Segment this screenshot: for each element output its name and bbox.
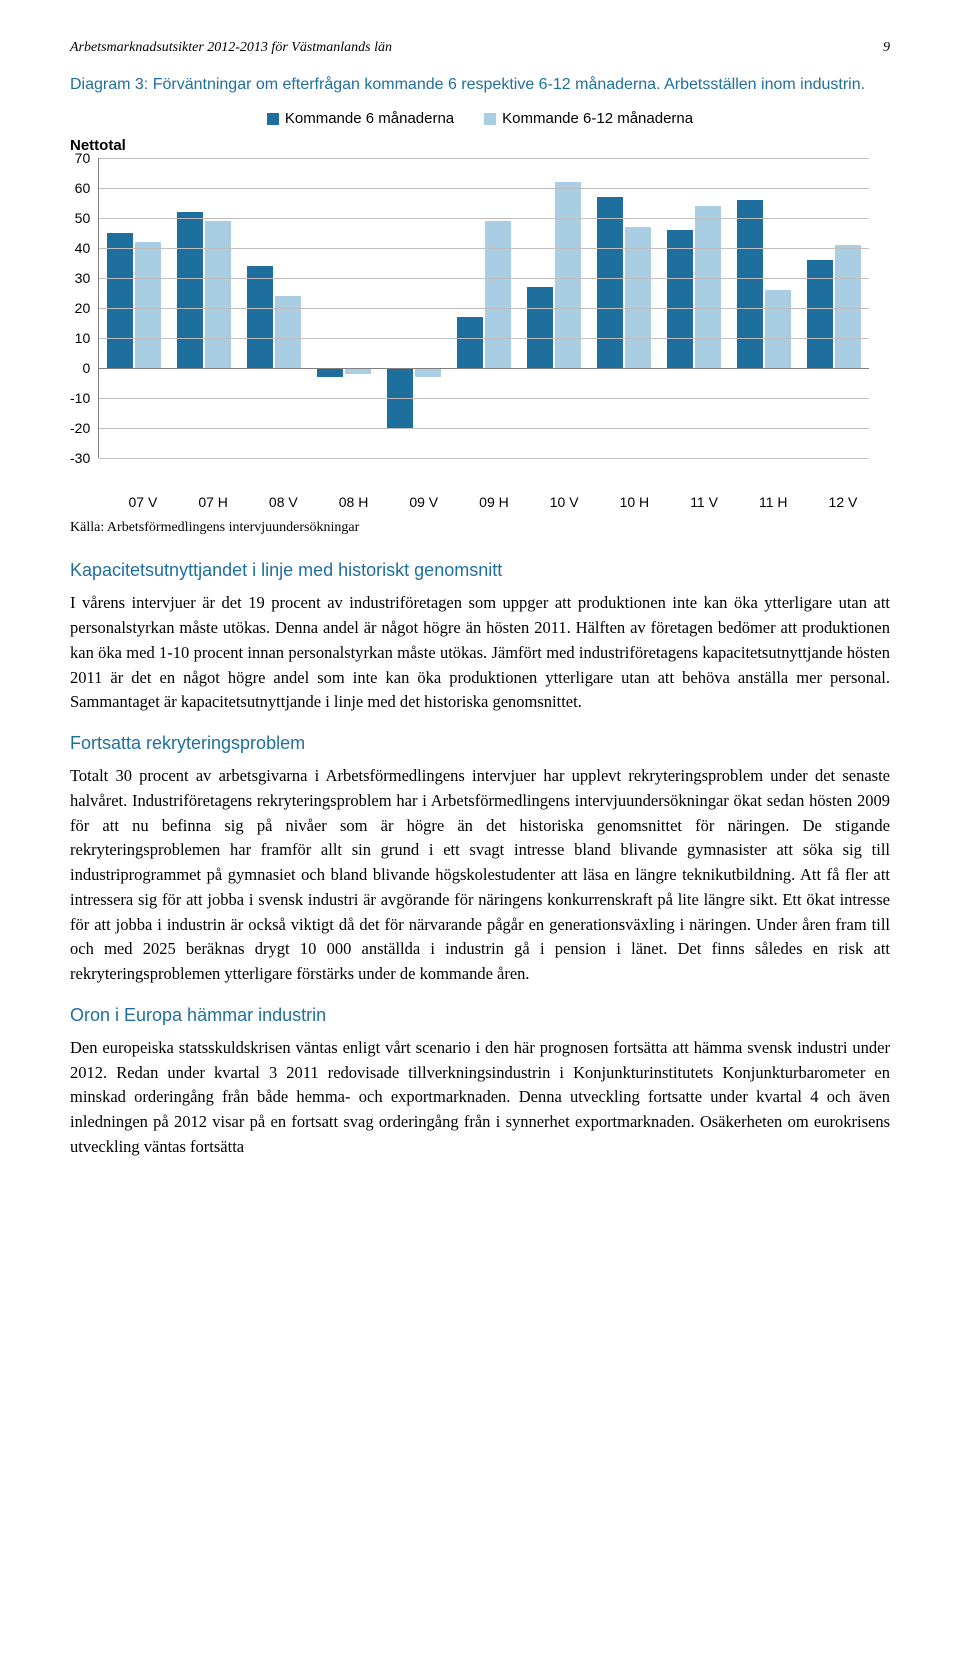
bar	[247, 266, 273, 368]
bar	[317, 368, 343, 377]
bar	[695, 206, 721, 368]
bar	[107, 233, 133, 368]
bar	[667, 230, 693, 368]
x-tick-label: 09 H	[479, 494, 509, 510]
doc-title: Arbetsmarknadsutsikter 2012-2013 för Väs…	[70, 40, 392, 56]
x-tick-label: 10 H	[620, 494, 650, 510]
x-tick-label: 11 V	[690, 494, 718, 510]
y-tick-label: -10	[70, 391, 90, 421]
section-heading-3: Oron i Europa hämmar industrin	[70, 1005, 890, 1026]
chart-plot	[98, 158, 869, 458]
x-tick-label: 11 H	[759, 494, 788, 510]
bar	[527, 287, 553, 368]
y-tick-label: 50	[70, 211, 90, 241]
bar	[205, 221, 231, 368]
chart-source: Källa: Arbetsförmedlingens intervjuunder…	[70, 520, 890, 536]
bar	[835, 245, 861, 368]
x-tick-label: 12 V	[829, 494, 858, 510]
section-heading-1: Kapacitetsutnyttjandet i linje med histo…	[70, 560, 890, 581]
x-tick-label: 10 V	[550, 494, 579, 510]
bar	[177, 212, 203, 368]
chart: Kommande 6 månaderna Kommande 6-12 månad…	[70, 110, 890, 510]
y-tick-label: 0	[70, 361, 90, 391]
y-tick-label: 70	[70, 151, 90, 181]
bar	[807, 260, 833, 368]
section-body-2: Totalt 30 procent av arbetsgivarna i Arb…	[70, 764, 890, 987]
x-tick-label: 08 V	[269, 494, 298, 510]
chart-legend: Kommande 6 månaderna Kommande 6-12 månad…	[70, 110, 890, 127]
y-tick-label: 40	[70, 241, 90, 271]
bar	[597, 197, 623, 368]
legend-label-b: Kommande 6-12 månaderna	[502, 110, 693, 127]
y-axis-labels: 706050403020100-10-20-30	[70, 158, 98, 488]
section-body-1: I vårens intervjuer är det 19 procent av…	[70, 591, 890, 715]
y-tick-label: 20	[70, 301, 90, 331]
x-tick-label: 07 V	[129, 494, 158, 510]
section-body-3: Den europeiska statsskuldskrisen väntas …	[70, 1036, 890, 1160]
y-tick-label: -30	[70, 451, 90, 481]
bar	[555, 182, 581, 368]
page-number: 9	[883, 40, 890, 56]
bar	[737, 200, 763, 368]
diagram-title: Diagram 3: Förväntningar om efterfrågan …	[70, 74, 890, 96]
y-axis-title: Nettotal	[70, 137, 890, 154]
x-tick-label: 09 V	[409, 494, 438, 510]
section-heading-2: Fortsatta rekryteringsproblem	[70, 733, 890, 754]
bar	[415, 368, 441, 377]
y-tick-label: 10	[70, 331, 90, 361]
page-header: Arbetsmarknadsutsikter 2012-2013 för Väs…	[70, 40, 890, 56]
legend-swatch-a-icon	[267, 113, 279, 125]
legend-swatch-b-icon	[484, 113, 496, 125]
y-tick-label: 60	[70, 181, 90, 211]
x-tick-label: 07 H	[198, 494, 228, 510]
bar	[485, 221, 511, 368]
y-tick-label: 30	[70, 271, 90, 301]
x-tick-label: 08 H	[339, 494, 369, 510]
bar	[765, 290, 791, 368]
legend-item-a: Kommande 6 månaderna	[267, 110, 454, 127]
legend-item-b: Kommande 6-12 månaderna	[484, 110, 693, 127]
legend-label-a: Kommande 6 månaderna	[285, 110, 454, 127]
bar	[135, 242, 161, 368]
bar	[457, 317, 483, 368]
x-axis-labels: 07 V 07 H 08 V 08 H 09 V 09 H 10 V 10 H 11 V 11 H…	[108, 494, 878, 510]
y-tick-label: -20	[70, 421, 90, 451]
bar	[275, 296, 301, 368]
